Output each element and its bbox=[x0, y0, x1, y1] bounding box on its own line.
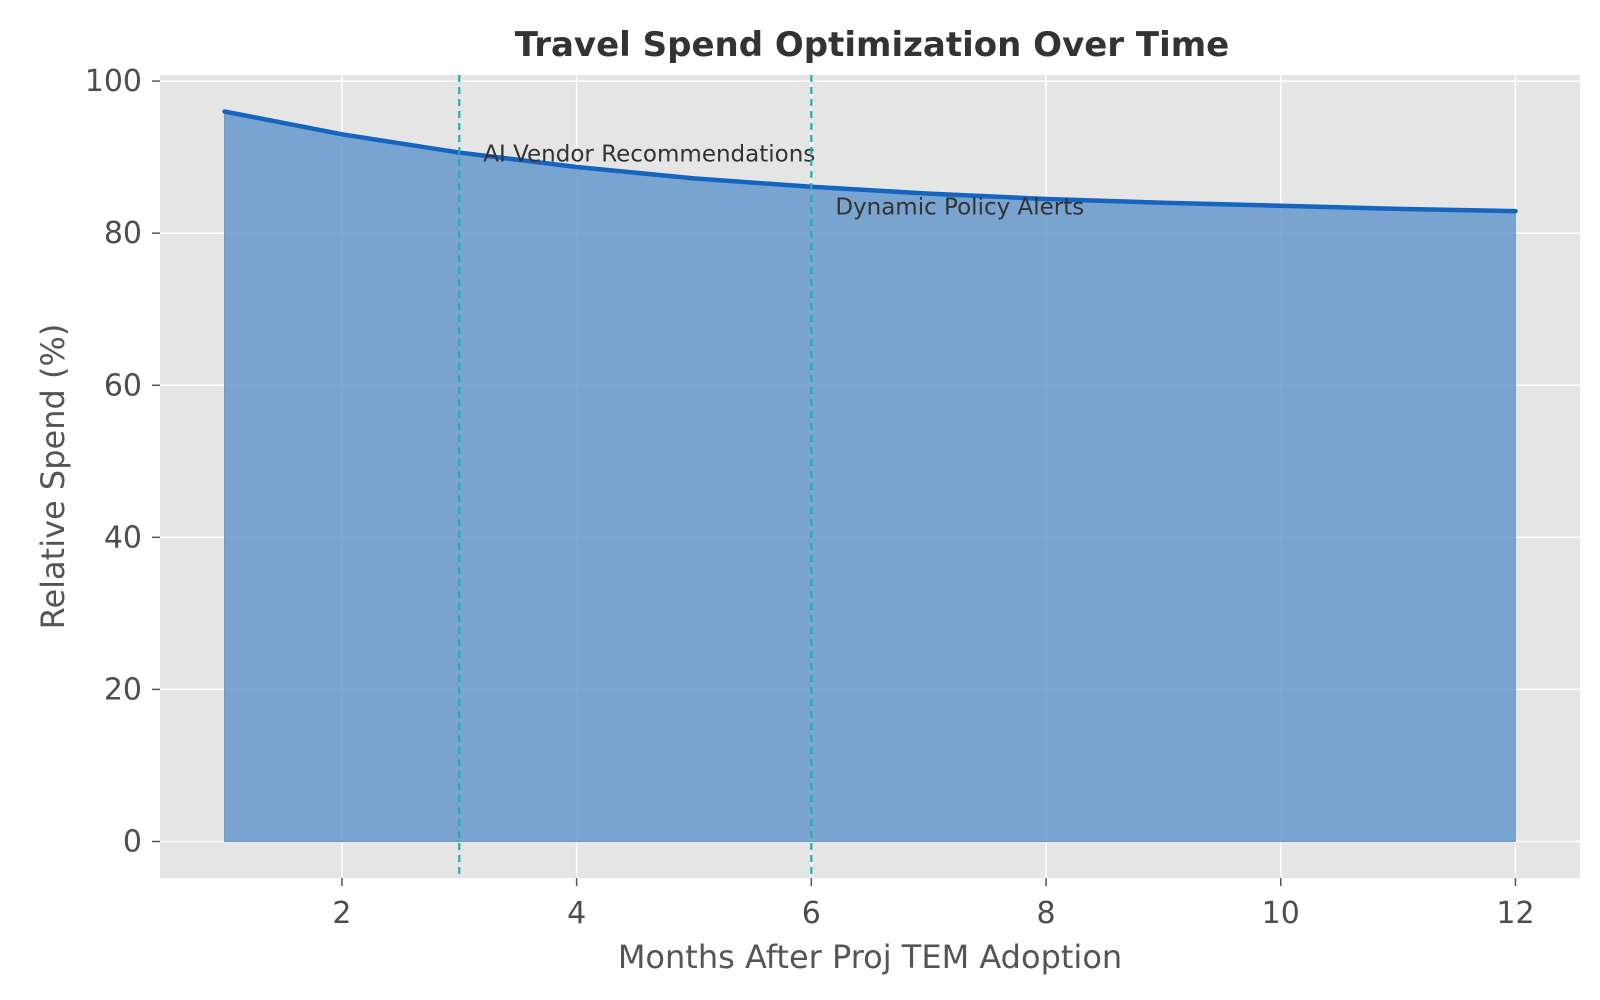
data-point bbox=[340, 132, 344, 136]
annotation-layer: AI Vendor Recommendations Dynamic Policy … bbox=[458, 75, 1084, 878]
series-line bbox=[222, 109, 1518, 214]
y-tick-label: 0 bbox=[123, 825, 142, 860]
data-point bbox=[1161, 201, 1165, 205]
y-tick-label: 100 bbox=[85, 64, 142, 99]
series-area-fill bbox=[224, 110, 1516, 842]
tick-layer: 2 4 6 8 10 12 0 20 40 60 80 100 bbox=[85, 64, 1535, 931]
y-tick-label: 40 bbox=[104, 520, 142, 555]
x-tick-label: 4 bbox=[567, 896, 586, 931]
y-axis-label: Relative Spend (%) bbox=[34, 324, 72, 630]
y-tick-label: 60 bbox=[104, 368, 142, 403]
x-tick-label: 6 bbox=[802, 896, 821, 931]
y-tick-label: 80 bbox=[104, 216, 142, 251]
x-tick-label: 2 bbox=[332, 896, 351, 931]
x-axis-label: Months After Proj TEM Adoption bbox=[618, 938, 1122, 976]
data-point bbox=[1279, 204, 1283, 208]
chart-title: Travel Spend Optimization Over Time bbox=[515, 25, 1229, 65]
series-layer bbox=[222, 109, 1518, 842]
x-tick-label: 8 bbox=[1036, 896, 1055, 931]
data-point bbox=[1396, 207, 1400, 211]
x-tick-label: 12 bbox=[1496, 896, 1534, 931]
data-point bbox=[1513, 209, 1517, 213]
data-point bbox=[223, 110, 227, 114]
annotation-label: Dynamic Policy Alerts bbox=[835, 195, 1084, 221]
data-point bbox=[692, 176, 696, 180]
y-tick-label: 20 bbox=[104, 672, 142, 707]
annotation-label: AI Vendor Recommendations bbox=[483, 141, 815, 167]
x-tick-label: 10 bbox=[1262, 896, 1300, 931]
